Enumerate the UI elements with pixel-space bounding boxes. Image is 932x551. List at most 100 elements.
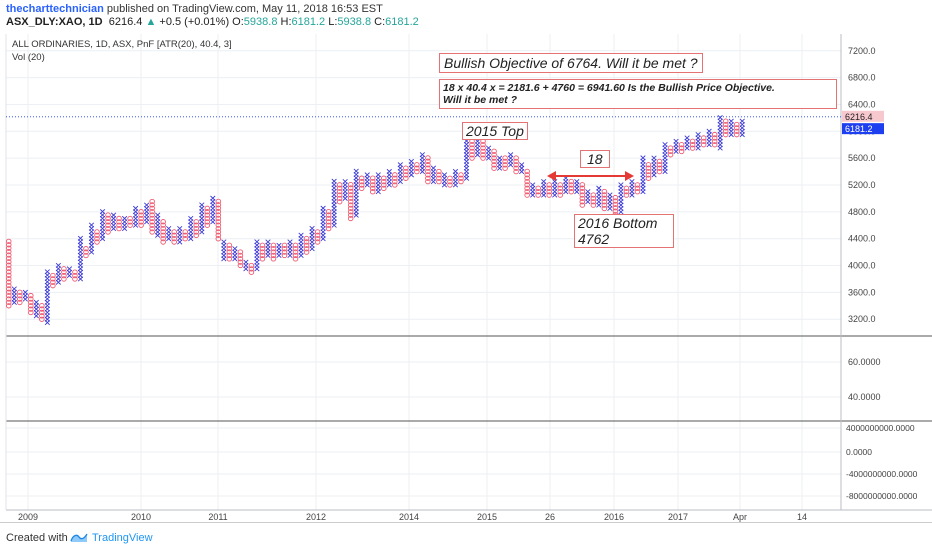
pnf-x-column [507, 152, 514, 168]
pnf-o-column [160, 219, 166, 245]
pane2-tick-label: 40.0000 [848, 392, 881, 402]
pnf-x-column [662, 141, 668, 175]
pnf-columns [5, 115, 745, 326]
pnf-x-column [188, 215, 194, 242]
pnf-o-column [381, 175, 387, 192]
low-label: L: [328, 16, 338, 28]
last-price-tag: 6216.4 [842, 110, 884, 122]
pnf-x-column [485, 145, 492, 161]
pnf-o-column [678, 142, 685, 155]
pnf-x-column [309, 225, 315, 252]
tradingview-logo-icon[interactable] [70, 531, 88, 543]
count-annotation[interactable]: 18 [580, 150, 610, 168]
pnf-x-column [155, 212, 161, 238]
pnf-x-column [44, 269, 50, 326]
pnf-o-column [83, 246, 89, 259]
pnf-x-column [265, 239, 271, 258]
low-value: 5938.8 [337, 16, 372, 28]
pnf-x-column [596, 185, 602, 208]
pnf-x-column [574, 179, 580, 195]
pnf-o-column [590, 192, 597, 208]
time-axis[interactable]: 2009 2010 2011 2012 2014 2015 26 2016 2017 Apr 14 [18, 512, 807, 522]
pnf-o-column [480, 138, 486, 161]
pnf-o-column [689, 138, 696, 151]
pnf-x-column [408, 158, 414, 178]
pnf-x-column [717, 115, 723, 151]
pnf-x-column [331, 178, 337, 228]
price-tick-label: 5600.0 [848, 153, 876, 163]
pnf-o-column [94, 229, 100, 245]
top-2015-annotation[interactable]: 2015 Top [462, 122, 528, 140]
pnf-o-column [392, 172, 398, 188]
time-tick-label: 14 [797, 512, 807, 522]
pnf-o-column [491, 148, 497, 171]
pnf-x-column [530, 182, 536, 198]
price-tick-label: 6400.0 [848, 99, 876, 109]
price-tick-label: 3600.0 [848, 287, 876, 297]
bottom-2016-annotation[interactable]: 2016 Bottom 4762 [574, 214, 674, 248]
pnf-o-column [425, 155, 431, 185]
price-tick-label: 4000.0 [848, 261, 876, 271]
pnf-o-column [138, 209, 144, 228]
pnf-x-column [419, 152, 426, 175]
pnf-x-column [519, 162, 525, 175]
pnf-o-column [149, 198, 155, 235]
calc-annotation-line1: 18 x 40.4 x = 2181.6 + 4760 = 6941.60 Is… [443, 82, 775, 94]
pnf-o-column [656, 158, 663, 175]
pnf-x-column [728, 118, 734, 138]
pnf-x-column [298, 232, 304, 258]
pnf-x-column [386, 168, 392, 188]
price-tick-label: 6800.0 [848, 73, 876, 83]
pnf-x-column [11, 286, 17, 305]
objective-annotation[interactable]: Bullish Objective of 6764. Will it be me… [439, 53, 703, 73]
pnf-x-column [695, 132, 701, 151]
close-label: C: [374, 16, 386, 28]
pnf-x-column [210, 195, 216, 225]
pnf-o-column [502, 155, 508, 171]
pnf-x-column [121, 215, 128, 232]
pnf-x-column [144, 202, 150, 225]
pnf-o-column [546, 182, 552, 198]
author-link[interactable]: thecharttechnician [6, 3, 104, 15]
pnf-x-column [684, 135, 690, 151]
pnf-o-column [248, 262, 255, 275]
pnf-x-column [739, 118, 745, 138]
pane3-tick-label: 0.0000 [846, 447, 872, 457]
grid-lines [6, 34, 841, 510]
pnf-o-column [5, 238, 12, 309]
pnf-x-column [276, 242, 282, 258]
symbol-name[interactable]: ASX_DLY:XAO, 1D [6, 16, 103, 28]
pnf-o-column [722, 118, 729, 138]
up-arrow-icon: ▲ [145, 16, 157, 28]
chart-canvas[interactable]: ALL ORDINARIES, 1D, ASX, PnF [ATR(20), 4… [0, 0, 932, 522]
time-tick-label: 2017 [668, 512, 688, 522]
pnf-x-column [110, 212, 117, 232]
pnf-x-column [541, 178, 547, 198]
pnf-o-column [568, 178, 575, 195]
open-label: O: [232, 16, 244, 28]
tradingview-brand-link[interactable]: TradingView [92, 532, 153, 544]
pnf-o-column [403, 165, 409, 181]
last-price: 6216.4 [108, 16, 143, 28]
pnf-x-column [88, 222, 95, 255]
close-price-tag: 6181.2 [842, 123, 884, 135]
pnf-x-column [364, 172, 370, 188]
symbol-header: ASX_DLY:XAO, 1D 6216.4 ▲ +0.5 (+0.01%) O… [6, 16, 419, 28]
pnf-o-column [458, 172, 464, 185]
pnf-x-column [706, 128, 712, 148]
main-pane-title: ALL ORDINARIES, 1D, ASX, PnF [ATR(20), 4… [12, 39, 232, 50]
pnf-o-column [204, 205, 211, 228]
pnf-x-column [651, 155, 657, 178]
pnf-o-column [171, 229, 177, 245]
pnf-x-column [496, 155, 503, 171]
bottom-2016-line1: 2016 Bottom [578, 215, 658, 231]
pnf-o-column [17, 289, 23, 306]
pnf-x-column [441, 172, 448, 188]
pnf-x-column [55, 262, 62, 285]
calc-annotation[interactable]: 18 x 40.4 x = 2181.6 + 4760 = 6941.60 Is… [439, 79, 837, 109]
pnf-o-column [369, 175, 376, 195]
time-tick-label: 26 [545, 512, 555, 522]
high-value: 6181.2 [291, 16, 326, 28]
close-price-tag-text: 6181.2 [845, 124, 873, 134]
pnf-o-column [414, 162, 420, 175]
